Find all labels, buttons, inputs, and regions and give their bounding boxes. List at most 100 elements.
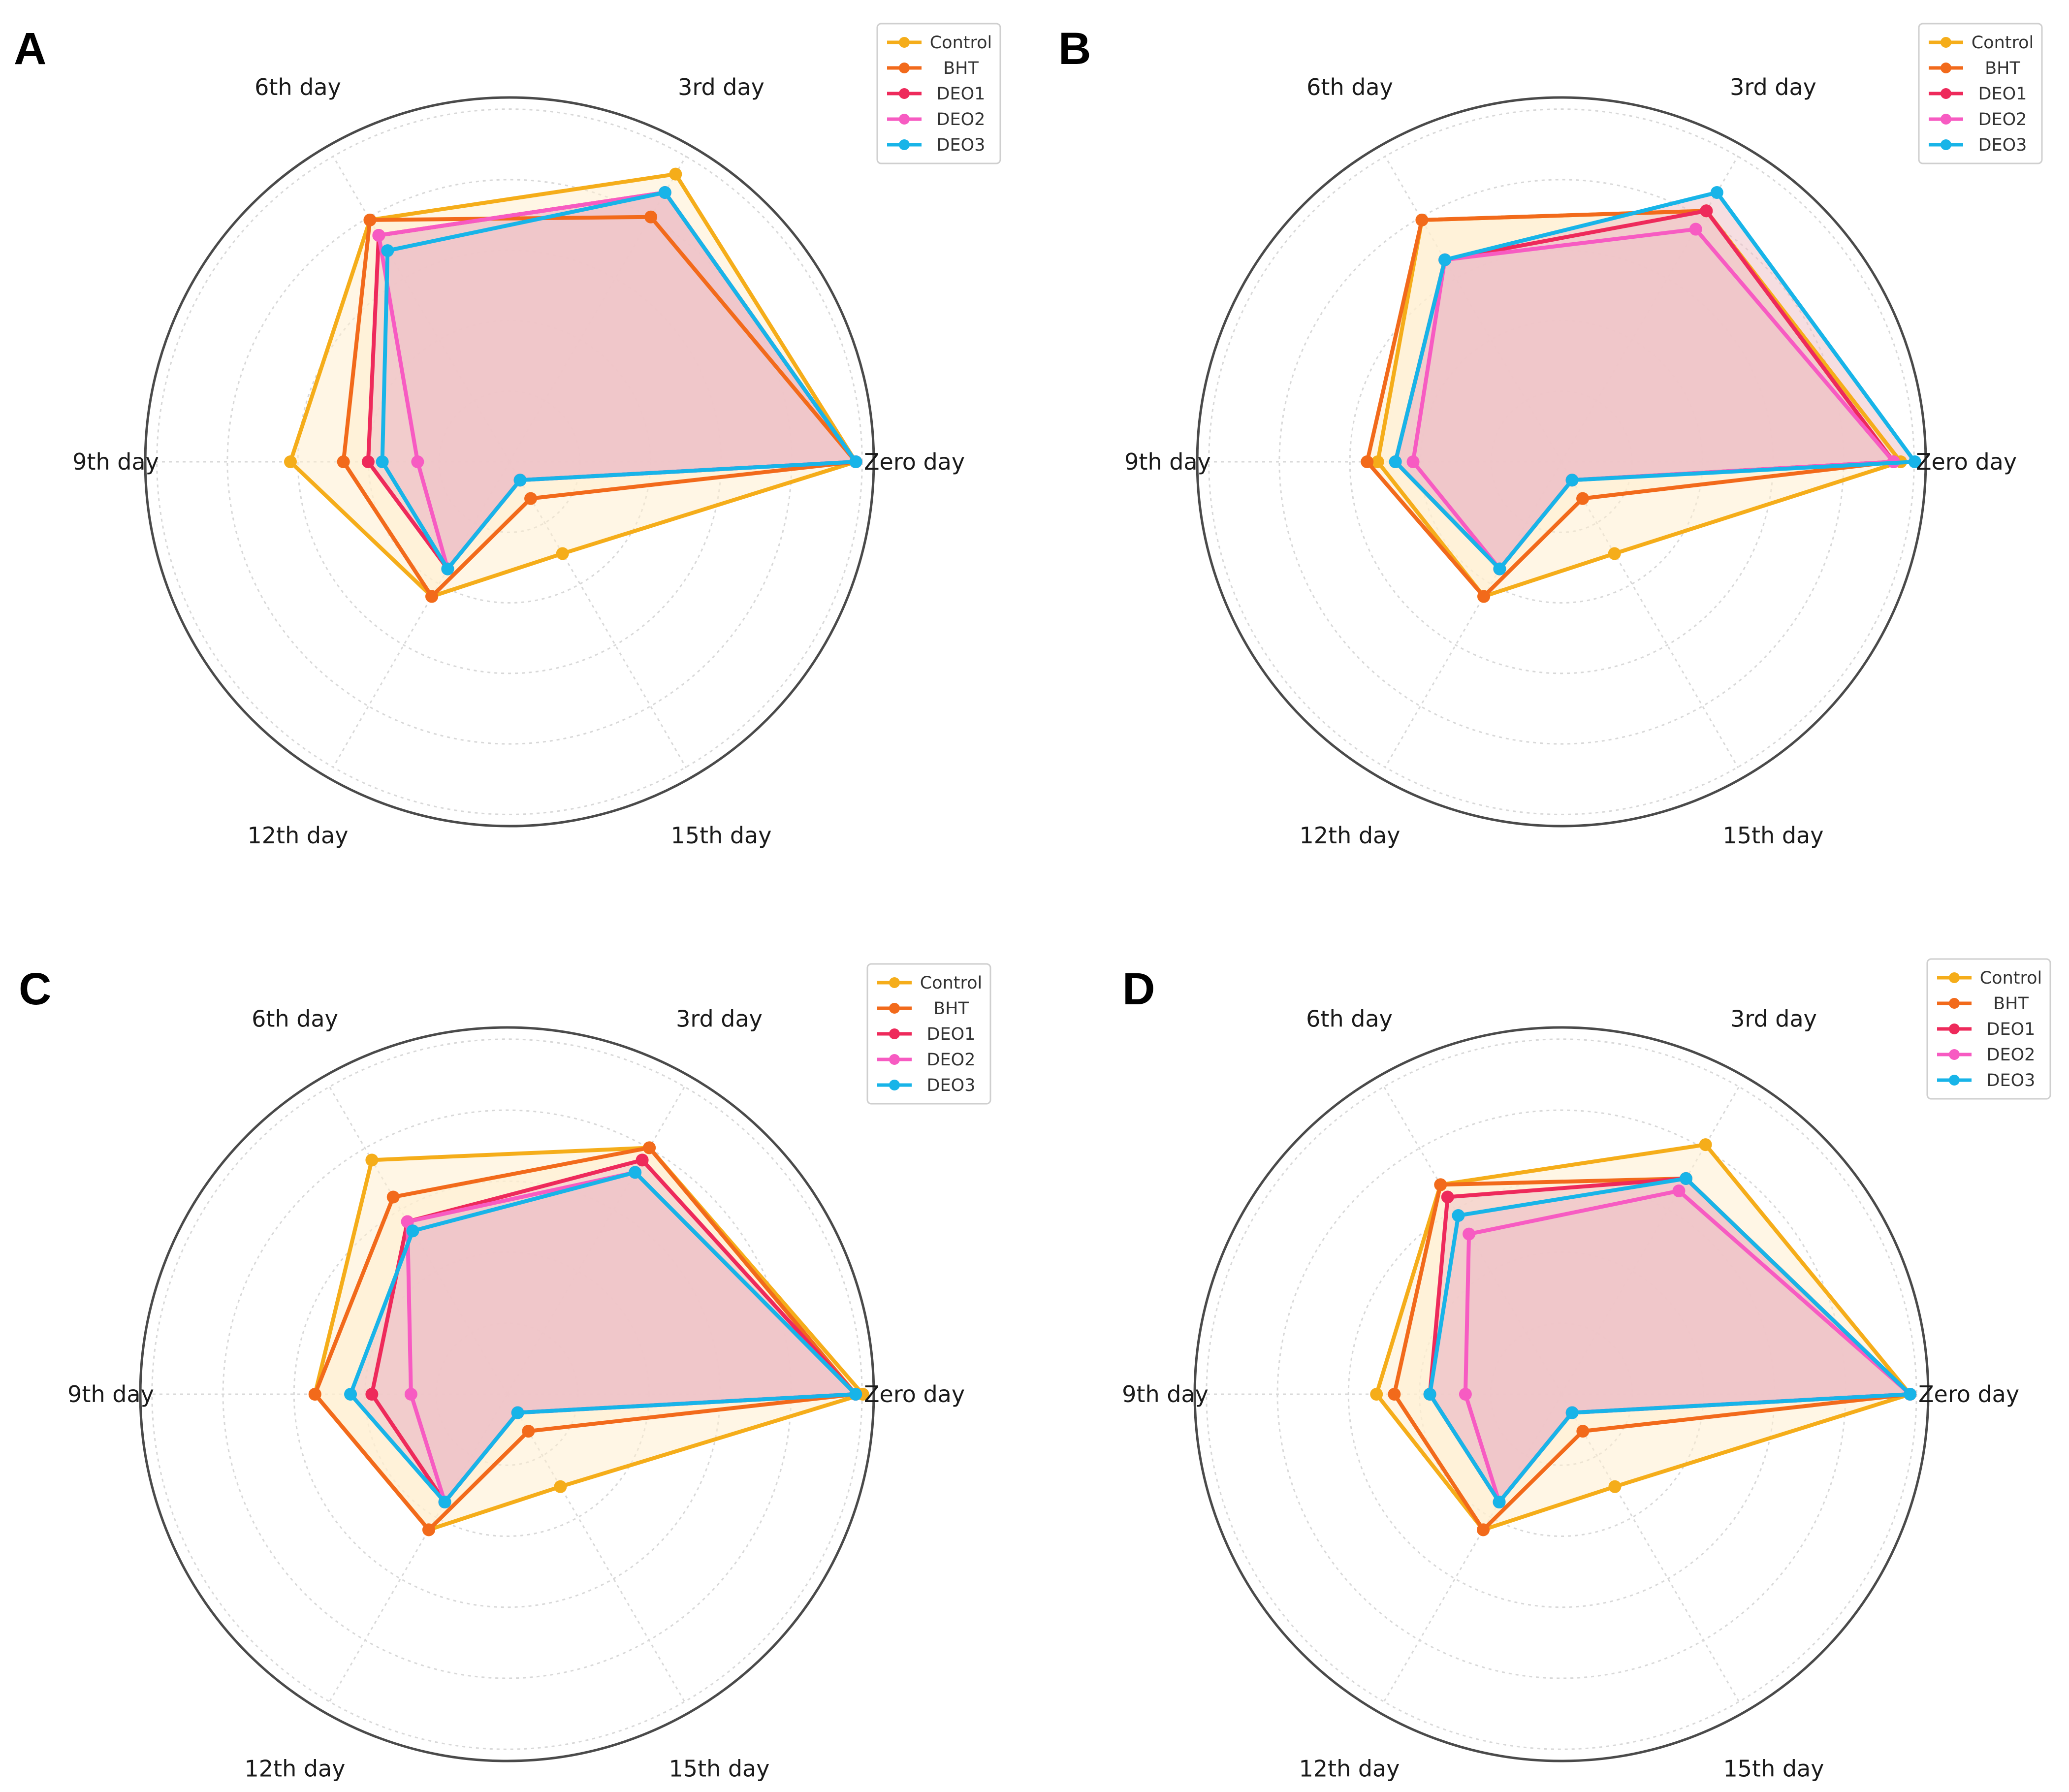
legend-label: BHT [1993,994,2029,1014]
legend-label: DEO2 [927,1050,976,1070]
axis-label: 9th day [1122,1381,1209,1408]
data-point [308,1388,321,1401]
data-point [1423,1388,1436,1401]
data-point [365,1153,379,1167]
series-deo3 [1389,186,1921,576]
data-point [1710,186,1723,199]
data-point [554,1480,567,1493]
data-point [422,1523,436,1536]
legend-label: BHT [1985,59,2020,78]
axis-label: 15th day [1723,822,1824,849]
grid-ring [1206,1038,1917,1750]
data-point [441,562,454,576]
data-point [1565,474,1579,487]
grid-spoke [1560,1086,1740,1395]
axis-label: 6th day [255,74,341,100]
legend-label: DEO1 [927,1024,976,1044]
data-point [1388,1388,1401,1401]
data-point [556,547,569,560]
axis-label: 6th day [252,1005,338,1032]
data-point [644,210,658,224]
data-point [404,1388,417,1401]
data-point [1370,1388,1383,1401]
data-point [411,455,424,468]
data-point [524,492,538,505]
grid-spoke [1383,1394,1562,1703]
data-point [1389,455,1402,468]
data-point [636,1153,649,1167]
axis-label: 6th day [1306,74,1393,100]
data-point [425,590,439,603]
axis-label: 12th day [1300,822,1401,849]
data-point [401,1215,414,1228]
legend: Control BHT DEO1 DEO2 DEO3 [866,963,991,1105]
panel-label: D [1122,964,1155,1014]
legend-label: DEO3 [927,1076,976,1095]
data-point [284,455,297,468]
axis-label: 9th day [67,1381,154,1408]
radar-panel-A: A Zero day 3rd day 6th day 9th day 12th day 15… [14,23,1001,849]
data-point [1699,1138,1712,1152]
axis-label: Zero day [864,1381,965,1408]
data-point [522,1425,535,1438]
legend-marker [1949,1049,1960,1060]
outer-frame [139,1026,875,1762]
legend-box [876,23,1001,164]
axis-label: 3rd day [1730,1005,1817,1032]
data-point [406,1224,419,1238]
data-point [513,474,527,487]
data-point [381,244,394,257]
series-fill-deo3 [382,192,856,569]
data-point [1608,1480,1622,1493]
legend-label: DEO3 [1987,1071,2036,1090]
axis-label: 3rd day [676,1005,763,1032]
panel-label: C [19,964,51,1014]
data-point [344,1388,357,1401]
legend-marker [1941,114,1951,125]
legend-label: DEO1 [1987,1020,2036,1039]
data-point [1672,1184,1686,1197]
legend-label: BHT [933,999,969,1019]
data-point [386,1190,400,1204]
legend-marker [899,63,910,73]
axis-label: 3rd day [678,74,764,100]
data-point [376,455,389,468]
legend-label: DEO3 [937,135,986,155]
legend-box [1926,958,2051,1100]
data-point [1477,590,1491,603]
data-point [1406,455,1420,468]
legend-label: DEO2 [1978,110,2027,129]
data-point [1576,492,1590,505]
legend-label: BHT [943,59,979,78]
data-point [1477,1523,1490,1536]
panel-label: A [14,24,46,74]
legend-marker [1949,1024,1960,1034]
legend-box [1918,23,2043,164]
data-point [438,1496,451,1509]
legend-marker [899,88,910,99]
series-deo3 [344,1166,862,1509]
axis-label: 12th day [1299,1756,1400,1782]
axis-label: 12th day [248,822,349,849]
data-point [1361,455,1374,468]
legend-box [866,963,991,1105]
data-point [1608,547,1621,560]
legend-marker [889,1028,900,1039]
series-fill-deo3 [350,1172,856,1503]
axis-label: 3rd day [1730,74,1816,100]
axis-label: 15th day [1723,1756,1824,1782]
grid-spoke [1383,1086,1562,1395]
data-point [361,455,375,468]
legend-label: Control [930,33,992,53]
legend-marker [889,977,900,988]
grid-spoke [506,1086,686,1395]
legend-label: Control [1972,33,2034,53]
series-deo3 [1423,1172,1917,1509]
radar-panel-B: B Zero day 3rd day 6th day 9th day 12th day 15… [1058,23,2043,849]
legend: Control BHT DEO1 DEO2 DEO3 [876,23,1001,164]
data-point [643,1141,656,1154]
data-point [629,1166,642,1179]
axis-label: 9th day [72,448,159,475]
data-point [1904,1388,1917,1401]
